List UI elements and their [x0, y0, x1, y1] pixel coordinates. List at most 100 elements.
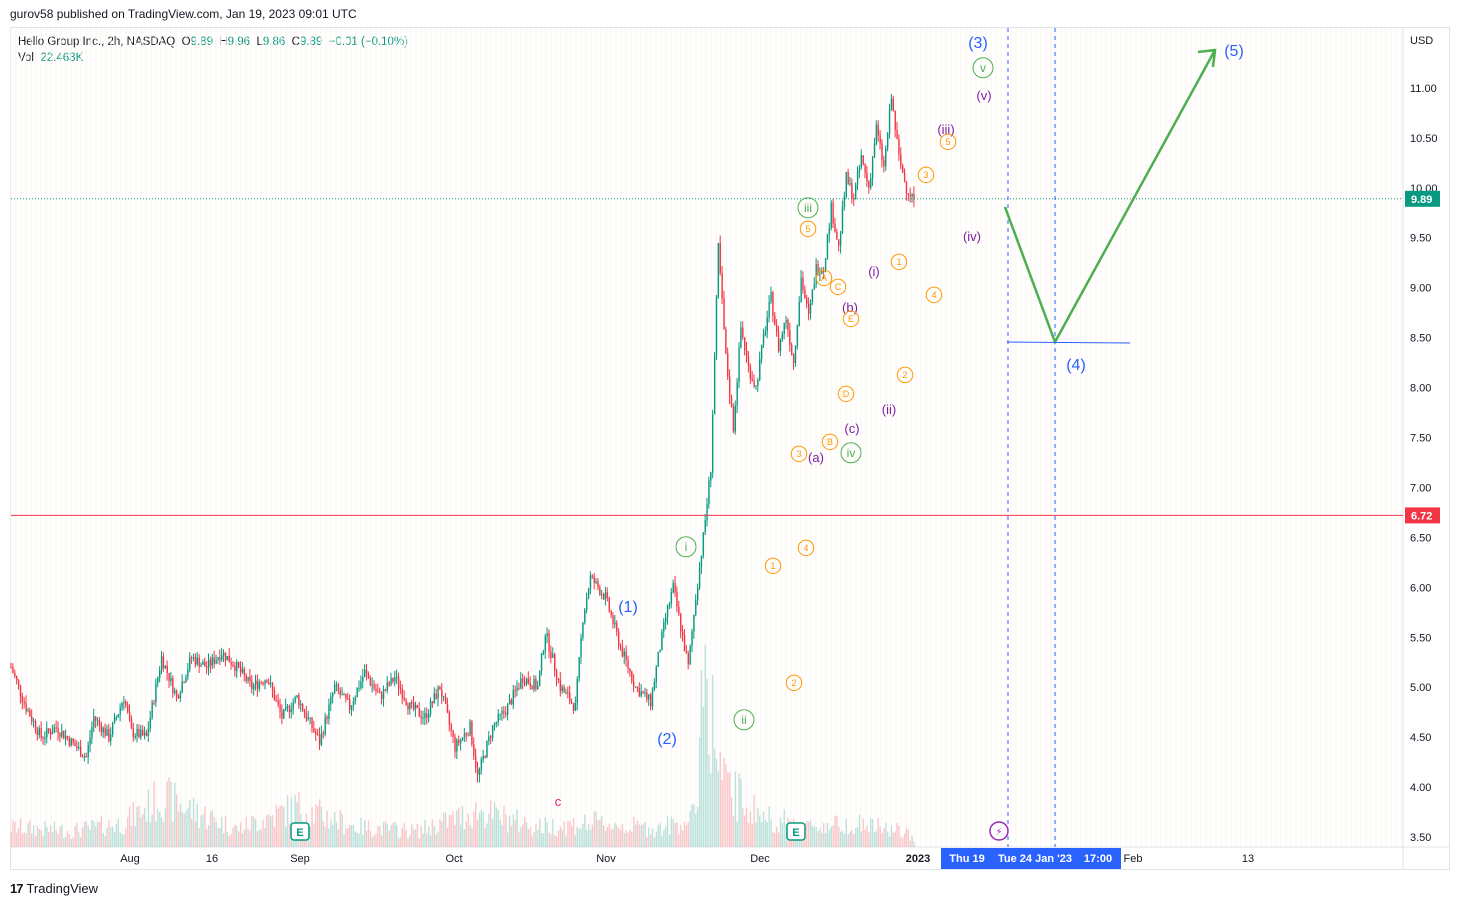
candle-body — [602, 594, 605, 600]
volume-bar — [903, 832, 906, 847]
candle-body — [909, 194, 911, 197]
candle-body — [190, 657, 193, 659]
candle-body — [591, 575, 594, 577]
candle-body — [595, 581, 597, 583]
candle-body — [91, 727, 93, 738]
candle-body — [757, 380, 759, 386]
candle-body — [446, 703, 449, 713]
candle-body — [298, 695, 300, 706]
volume-bar — [488, 813, 490, 847]
candle-body — [569, 693, 571, 702]
volume-bar — [87, 825, 89, 847]
candle-body — [145, 732, 148, 736]
candle-body — [830, 202, 832, 229]
volume-bar — [396, 824, 398, 847]
volume-bar — [326, 810, 328, 847]
volume-bar — [706, 679, 708, 847]
volume-bar — [196, 804, 199, 847]
volume-bar — [870, 818, 872, 847]
candle-body — [819, 273, 821, 275]
candle-body — [633, 681, 635, 687]
volume-bar — [130, 826, 133, 847]
candle-body — [540, 654, 543, 671]
candle-body — [621, 646, 624, 657]
candle-body — [734, 405, 737, 432]
candle-body — [412, 702, 415, 710]
volume-bar — [469, 824, 471, 847]
candle-body — [824, 258, 827, 272]
candle-body — [696, 587, 699, 601]
candle-body — [121, 703, 123, 708]
volume-bar — [851, 829, 853, 847]
candle-body — [798, 301, 800, 326]
volume-bar — [57, 834, 59, 847]
volume-bar — [206, 829, 208, 847]
volume-bar — [535, 823, 537, 847]
candle-body — [290, 709, 293, 713]
volume-bar — [202, 814, 204, 847]
candle-body — [414, 705, 417, 710]
volume-bar — [273, 827, 276, 847]
candle-body — [162, 656, 165, 669]
volume-bar — [651, 828, 654, 847]
candle-body — [725, 328, 727, 354]
volume-bar — [177, 811, 180, 847]
volume-bar — [693, 804, 695, 847]
volume-bar — [309, 826, 311, 847]
candle-body — [31, 716, 33, 722]
volume-bar — [358, 833, 360, 847]
candle-body — [659, 650, 661, 653]
wave-label: (iv) — [963, 229, 981, 244]
wave-label: (c) — [844, 421, 859, 436]
volume-bar — [909, 840, 911, 847]
candle-body — [480, 759, 483, 770]
volume-bar — [465, 821, 468, 847]
candle-body — [198, 657, 200, 667]
candle-body — [266, 680, 268, 683]
candle-body — [439, 687, 441, 690]
candle-body — [371, 684, 373, 686]
candle-body — [456, 739, 458, 752]
volume-bar — [518, 831, 520, 847]
volume-bar — [194, 821, 197, 847]
price-tick-label: 3.50 — [1410, 832, 1431, 844]
candle-body — [21, 696, 24, 702]
volume-bar — [132, 802, 135, 847]
candle-body — [296, 695, 298, 697]
volume-bar — [762, 811, 765, 847]
candle-body — [512, 690, 515, 705]
volume-bar — [721, 780, 723, 847]
volume-bar — [32, 825, 35, 847]
volume-bar — [254, 819, 257, 847]
candle-body — [10, 667, 12, 669]
volume-bar — [732, 816, 735, 847]
volume-bar — [290, 797, 293, 847]
wave-label: (4) — [1066, 357, 1086, 374]
volume-bar — [435, 834, 437, 847]
candle-body — [762, 334, 765, 345]
candle-body — [465, 733, 468, 735]
candle-body — [552, 654, 554, 658]
candle-body — [755, 385, 757, 387]
volume-bar — [725, 764, 727, 847]
candle-body — [853, 198, 855, 200]
highlight-time-label: Thu 19 — [949, 853, 984, 865]
volume-bar — [557, 830, 560, 847]
candle-body — [518, 687, 520, 689]
candle-body — [300, 704, 302, 706]
candle-body — [883, 159, 885, 167]
candle-body — [510, 699, 513, 705]
volume-bar — [744, 815, 746, 847]
volume-bar — [482, 812, 484, 847]
volume-bar — [125, 828, 127, 847]
volume-bar — [298, 791, 300, 847]
candle-body — [535, 678, 537, 689]
volume-bar — [221, 817, 223, 847]
candle-body — [907, 193, 910, 195]
volume-bar — [42, 835, 44, 847]
highlight-time-label: Tue 24 Jan '23 — [998, 853, 1072, 865]
volume-bar — [397, 838, 400, 847]
volume-bar — [902, 837, 904, 847]
volume-bar — [390, 824, 392, 847]
